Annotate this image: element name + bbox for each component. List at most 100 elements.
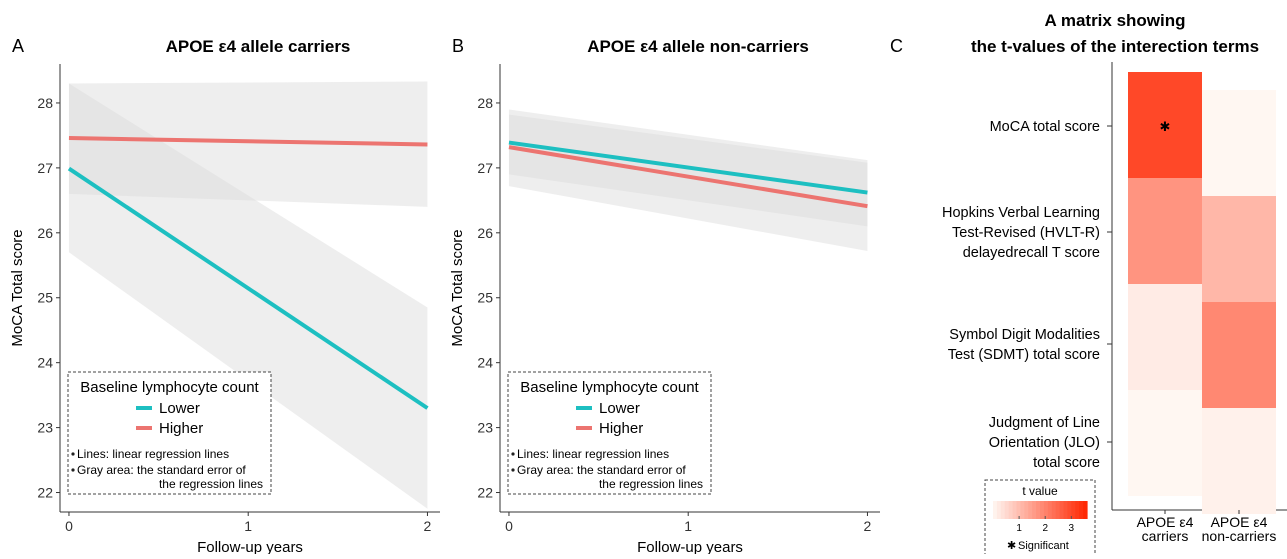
panel-a-y-axis-label: MoCA Total score [9,229,26,346]
colorbar-swatch [1004,501,1010,519]
panel-a-note-gray-1: Gray area: the standard error of [77,463,246,477]
panel-a-note-bullet [71,468,75,472]
panel-a-y-tick-label: 27 [37,160,53,176]
panel-a-y-tick-label: 24 [37,355,53,371]
colorbar-swatch [993,501,998,519]
panel-a-se-band-lower [68,83,428,509]
colorbar-swatch [1051,501,1057,519]
panel-b-y-tick-label: 25 [477,290,493,306]
colorbar-swatch [1047,501,1053,519]
panel-b-legend-box [507,371,712,495]
colorbar-swatch [1028,501,1033,519]
panel-b-regression-line-lower [508,140,868,195]
heatmap-cell-r2-c0 [1128,284,1202,390]
row-label-1: Test-Revised (HVLT-R) [952,225,1100,241]
panel-a-regression-line-higher [68,136,428,147]
row-label-1: Hopkins Verbal Learning [942,205,1100,221]
panel-b-x-axis-label: Follow-up years [637,539,743,554]
panel-b-y-tick-label: 24 [477,355,493,371]
panel-c-heatmap: A matrix showing the t-values of the inte… [942,11,1287,559]
panel-b-y-tick-label: 26 [477,225,493,241]
colorbar-tick-label: 3 [1069,523,1075,534]
column-label-0: carriers [1142,528,1189,544]
panel-a-x-tick-label: 2 [424,518,432,534]
panel-a-y-tick-label: 25 [37,290,53,306]
panel-b-legend-label-higher: Higher [599,420,643,437]
panel-a-note-lines: Lines: linear regression lines [77,447,229,461]
panel-b-y-axis-label: MoCA Total score [449,229,466,346]
colorbar-swatch [1055,501,1061,519]
panel-a-legend-label-lower: Lower [159,400,200,417]
panel-label-b: B [452,36,464,56]
panel-b-y-tick-label: 28 [477,95,493,111]
heatmap-cell-r0-c1 [1202,90,1276,196]
colorbar-swatch [1040,501,1045,519]
panel-b-x-tick-label: 1 [684,518,692,534]
panel-b-legend-label-lower: Lower [599,400,640,417]
panel-b-title: APOE ε4 allele non-carriers [587,37,809,56]
panel-a-y-tick-label: 28 [37,95,53,111]
colorbar-swatch [1008,501,1014,519]
colorbar-swatch [1071,501,1076,519]
panel-b-note-gray-1: Gray area: the standard error of [517,463,686,477]
panel-a-se-band-higher [68,81,428,207]
heatmap-cell-r3-c0 [1128,390,1202,496]
panel-a-y-tick-label: 26 [37,225,53,241]
panel-c-title-line-1: A matrix showing [1044,11,1185,30]
heatmap-cell-r1-c0 [1128,178,1202,284]
panel-b-note-gray-2: the regression lines [599,477,703,491]
significance-legend-marker: ✱ [1007,540,1016,552]
heatmap-cell-r2-c1 [1202,302,1276,408]
row-label-2: Test (SDMT) total score [948,347,1100,363]
significance-marker: ✱ [1160,119,1171,134]
colorbar-swatch [1020,501,1025,519]
panel-a-legend-title: Baseline lymphocyte count [80,379,259,396]
panel-a-y-tick-label: 22 [37,485,53,501]
colorbar-swatch [996,501,1002,519]
panel-b-y-tick-label: 27 [477,160,493,176]
colorbar-swatch [1012,501,1018,519]
colorbar-swatch [1036,501,1041,519]
colorbar-swatch [1063,501,1069,519]
heatmap-cell-r3-c1 [1202,408,1276,514]
panel-a-note-bullet [71,452,75,456]
colorbar-swatch [1075,501,1080,519]
colorbar-swatch [1032,501,1037,519]
colorbar-swatch [1043,501,1049,519]
column-label-0: APOE ε4 [1137,514,1194,530]
panel-a-y-tick-label: 23 [37,420,53,436]
panel-b-note-lines: Lines: linear regression lines [517,447,669,461]
panel-b-note-bullet [511,452,515,456]
colorbar-title: t value [1022,484,1058,498]
colorbar-tick-label: 2 [1042,523,1048,534]
heatmap-cell-r0-c0 [1128,72,1202,178]
colorbar-swatch [1083,501,1088,519]
colorbar-tick-label: 1 [1016,523,1022,534]
panel-a-regression-line-lower [67,166,429,410]
heatmap-cell-r1-c1 [1202,196,1276,302]
colorbar-swatch [1079,501,1084,519]
panel-a-title: APOE ε4 allele carriers [166,37,351,56]
panel-a-legend-label-higher: Higher [159,420,203,437]
panel-b-y-tick-label: 23 [477,420,493,436]
column-label-1: APOE ε4 [1211,514,1268,530]
panel-a-note-gray-2: the regression lines [159,477,263,491]
row-label-3: Orientation (JLO) [989,435,1100,451]
panel-b-x-tick-label: 0 [505,518,513,534]
panel-b-y-tick-label: 22 [477,485,493,501]
colorbar-swatch [1059,501,1065,519]
row-label-3: total score [1033,455,1100,471]
panel-label-a: A [12,36,24,56]
colorbar-swatch [1016,501,1022,519]
panel-c-title-line-2: the t-values of the interection terms [971,37,1259,56]
row-label-1: delayedrecall T score [963,245,1100,261]
panel-a-x-tick-label: 1 [244,518,252,534]
significance-legend-label: Significant [1018,540,1069,552]
colorbar-swatch [1000,501,1006,519]
panel-b-se-band-higher [508,114,868,251]
panel-a-x-axis-label: Follow-up years [197,539,303,554]
